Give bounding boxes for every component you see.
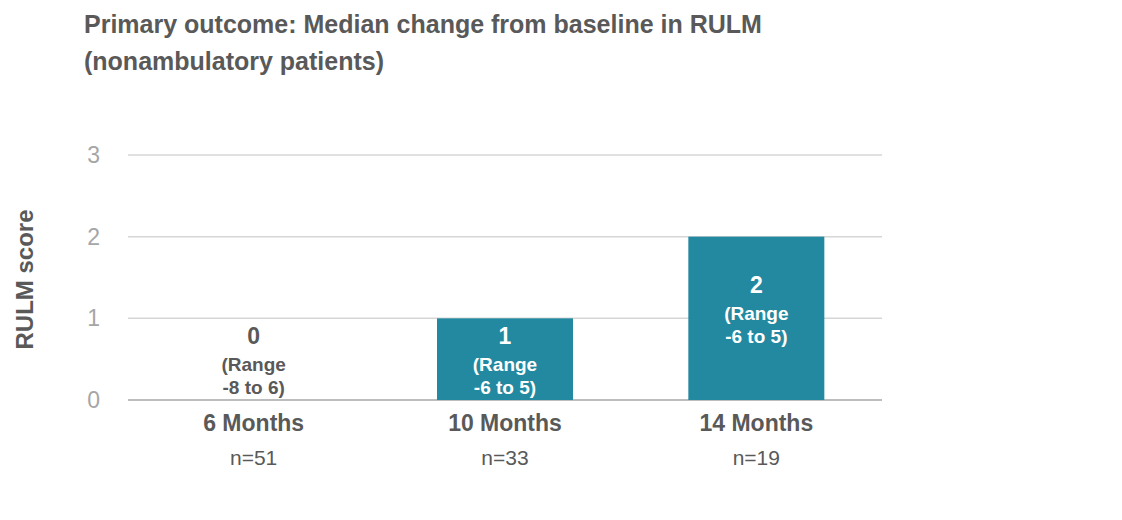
labels: 0(Range-8 to 6)1(Range-6 to 5)2(Range-6 …: [221, 272, 788, 398]
bar: [437, 318, 573, 400]
y-axis-label: RULM score: [11, 209, 38, 349]
y-tick-label: 0: [87, 387, 100, 413]
bars: [437, 237, 824, 400]
y-tick-label: 1: [87, 305, 100, 331]
grid-line: [128, 154, 882, 156]
data-label: 1: [499, 323, 512, 349]
title: Primary outcome: Median change from base…: [84, 10, 762, 38]
range-label: (Range-6 to 5): [724, 303, 788, 347]
range-label-line: (Range: [221, 354, 285, 375]
data-label: 0: [247, 323, 260, 349]
range-label-line: -8 to 6): [223, 377, 285, 398]
bar: [688, 237, 824, 400]
x-tick-label: 14 Months: [699, 410, 813, 436]
range-label: (Range-6 to 5): [473, 354, 537, 398]
n-label: n=19: [733, 446, 780, 469]
bar: [186, 400, 322, 401]
range-label-line: -6 to 5): [725, 326, 787, 347]
data-label: 2: [750, 272, 763, 298]
range-label: (Range-8 to 6): [221, 354, 285, 398]
x-tick-label: 10 Months: [448, 410, 562, 436]
y-tick-label: 3: [87, 142, 100, 168]
n-label: n=51: [230, 446, 277, 469]
n-label: n=33: [481, 446, 528, 469]
range-label-line: -6 to 5): [474, 377, 536, 398]
range-label-line: (Range: [473, 354, 537, 375]
subtitle: (nonambulatory patients): [84, 47, 384, 75]
x-tick-label: 6 Months: [203, 410, 304, 436]
range-label-line: (Range: [724, 303, 788, 324]
chart: Primary outcome: Median change from base…: [0, 0, 1122, 520]
y-tick-label: 2: [87, 224, 100, 250]
